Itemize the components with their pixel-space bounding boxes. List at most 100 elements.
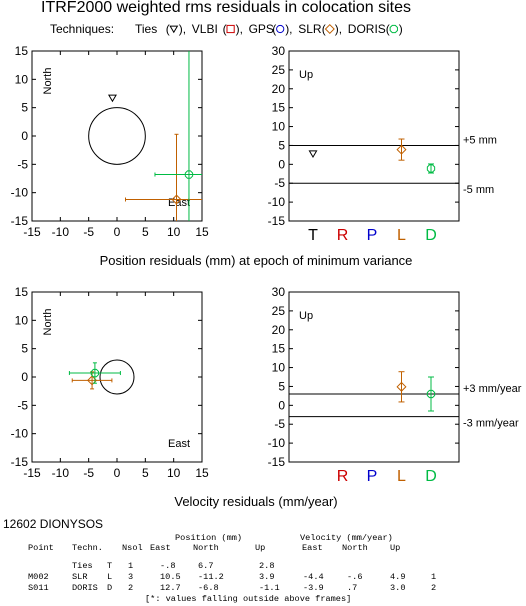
x-tick-label: 15: [195, 225, 209, 239]
x-tick-label: 10: [167, 466, 181, 480]
x-tick-label: -5: [83, 466, 94, 480]
y-tick-label: 15: [272, 101, 286, 115]
threshold-label: +5 mm: [463, 134, 497, 146]
y-tick-label: 5: [21, 342, 28, 356]
x-tick-label: 15: [195, 466, 209, 480]
tech-letter: R: [337, 468, 349, 485]
y-tick-label: -15: [268, 214, 286, 228]
column-header: North: [342, 543, 368, 553]
legend-paren-close: ): [399, 22, 403, 36]
legend-label-doris: DORIS: [348, 22, 386, 36]
y-tick-label: -5: [17, 398, 28, 412]
legend-paren-close: ),: [236, 22, 243, 36]
x-tick-label: -15: [23, 225, 41, 239]
table-cell: 6.7: [198, 561, 213, 571]
reference-circle: [99, 359, 135, 395]
legend-label-vlbi: VLBI: [192, 22, 218, 36]
y-tick-label: 30: [272, 44, 286, 58]
column-header: East: [150, 543, 171, 553]
legend-symbol-slr: [324, 23, 335, 35]
table-cell: 2.8: [259, 561, 274, 571]
plot-frame: [288, 291, 460, 463]
table-cell: -4.4: [303, 572, 324, 582]
y-tick-label: 30: [272, 285, 286, 299]
table-cell: -.8: [160, 561, 175, 571]
panel-velocity-horizontal: -15 -10 -5 0 5 10 15 -15 -10 -5 0 5 10 15 North East: [11, 285, 209, 480]
x-tick-label: 5: [142, 225, 149, 239]
legend-paren-close: ),: [335, 22, 342, 36]
threshold-label: +3 mm/year: [463, 383, 522, 395]
legend-symbol-ties: [169, 25, 179, 34]
legend-symbol-doris: [389, 24, 398, 34]
site-name: 12602 DIONYSOS: [3, 517, 103, 531]
y-tick-label: 25: [272, 63, 286, 77]
y-tick-label: -15: [268, 455, 286, 469]
legend-label-ties: Ties: [135, 22, 157, 36]
table-cell: L: [107, 572, 112, 582]
panel-position-up: -15 -10 -5 0 5 10 15 20 25 30 Up +5 mm -5 mm T R P L D: [268, 44, 497, 244]
legend-paren-open: (: [272, 22, 276, 36]
position-header: Position (mm): [175, 533, 242, 543]
legend-symbol-gps: [276, 24, 285, 34]
column-header: Up: [390, 543, 400, 553]
y-tick-label: 20: [272, 82, 286, 96]
table-cell: .7: [347, 583, 357, 593]
y-tick-label: 10: [15, 72, 29, 86]
data-point-slr: [171, 194, 182, 205]
x-tick-label: 10: [167, 225, 181, 239]
reference-circle: [88, 107, 146, 165]
legend-paren-open: (: [386, 22, 390, 36]
y-tick-label: 10: [272, 120, 286, 134]
table-cell: 10.5: [160, 572, 181, 582]
table-cell: M002: [28, 572, 49, 582]
x-tick-label: -5: [83, 225, 94, 239]
column-header: Point: [28, 543, 54, 553]
table-cell: 2: [431, 583, 436, 593]
column-header: Up: [255, 543, 265, 553]
y-tick-label: -10: [11, 427, 29, 441]
tech-letter: D: [425, 468, 437, 485]
table-cell: -6.8: [198, 583, 219, 593]
x-tick-label: -15: [23, 466, 41, 480]
y-tick-label: 20: [272, 323, 286, 337]
plot-points: [107, 51, 202, 221]
up-axis-label: Up: [299, 310, 313, 322]
x-tick-label: 0: [114, 466, 121, 480]
data-point-doris: [426, 389, 436, 399]
legend-label-gps: GPS: [249, 22, 274, 36]
x-tick-label: 5: [142, 466, 149, 480]
tech-letter: L: [397, 468, 406, 485]
table-footnote: [*: values falling outside above frames]: [145, 594, 351, 604]
site-table: Position (mm) Velocity (mm/year) Point Tech…: [28, 533, 436, 604]
y-tick-label: -10: [268, 195, 286, 209]
table-cell: 4.9: [390, 572, 405, 582]
y-tick-label: 15: [15, 44, 29, 58]
table-cell: DORIS: [72, 583, 98, 593]
threshold-label: -5 mm: [463, 184, 494, 196]
y-tick-label: 10: [272, 361, 286, 375]
y-tick-label: 5: [278, 138, 285, 152]
table-cell: D: [107, 583, 112, 593]
legend-paren-open: (: [322, 22, 326, 36]
data-point-doris: [426, 164, 436, 173]
y-tick-label: 0: [278, 398, 285, 412]
column-header: Nsol: [122, 543, 143, 553]
plot-frame: [31, 291, 203, 463]
position-section-title: Position residuals (mm) at epoch of mini…: [100, 253, 413, 268]
tech-letter: T: [308, 227, 318, 244]
y-tick-label: 25: [272, 304, 286, 318]
y-tick-label: -10: [11, 186, 29, 200]
table-cell: T: [107, 561, 112, 571]
legend-paren-close: ),: [179, 22, 186, 36]
tech-letter: R: [337, 227, 349, 244]
y-tick-label: 10: [15, 313, 29, 327]
legend-paren-open: (: [223, 22, 227, 36]
y-tick-label: -5: [17, 157, 28, 171]
velocity-header: Velocity (mm/year): [300, 533, 393, 543]
legend-paren-close: ),: [285, 22, 292, 36]
tech-letter: D: [425, 227, 437, 244]
legend-prefix: Techniques:: [50, 22, 114, 36]
table-cell: 3.0: [390, 583, 405, 593]
table-cell: 1: [431, 572, 436, 582]
